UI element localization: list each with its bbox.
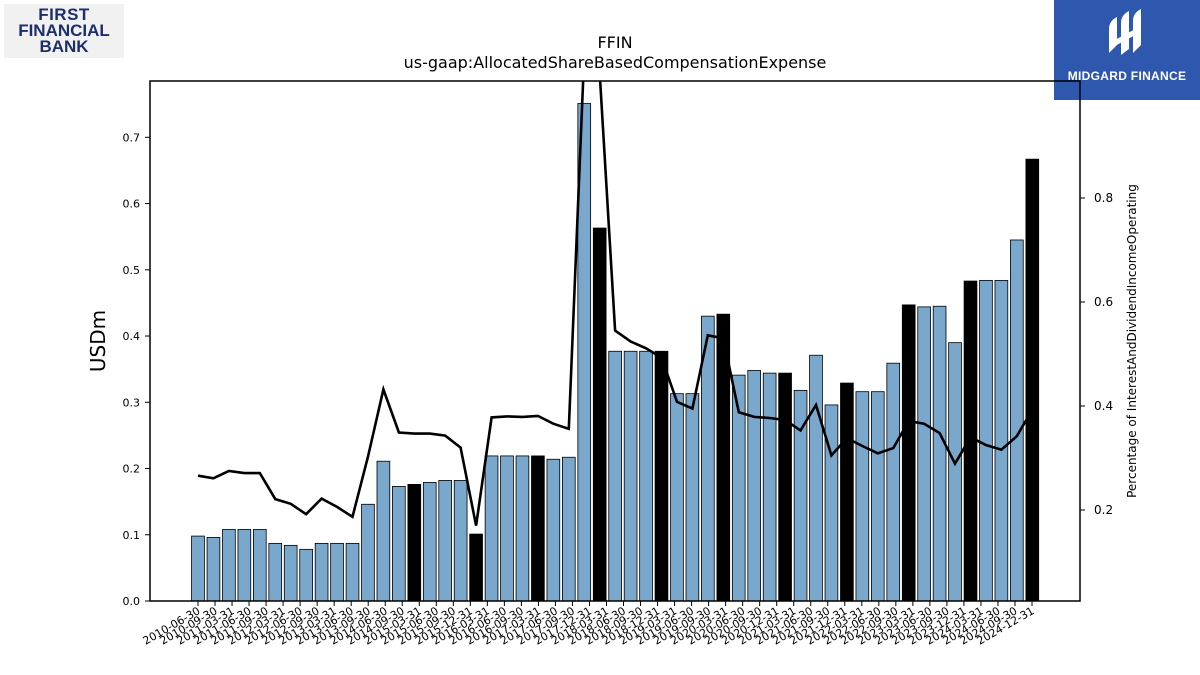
- bar-50: [963, 280, 978, 602]
- percentage-line: [197, 81, 1034, 526]
- y-tick-label-0: 0.0: [123, 595, 141, 608]
- bar-22: [531, 455, 545, 602]
- bar-4: [252, 529, 267, 602]
- bar-42: [840, 382, 854, 602]
- bar-16: [438, 480, 452, 602]
- bar-54: [1025, 158, 1040, 602]
- bar-37: [762, 372, 777, 602]
- bar-32: [685, 393, 700, 602]
- midgard-emblem-icon: [1109, 9, 1141, 55]
- bar-12: [376, 460, 391, 602]
- logo-right-text: MIDGARD FINANCE: [1067, 69, 1187, 83]
- y2-axis-label: Percentage of InterestAndDividendIncomeO…: [1125, 184, 1139, 498]
- y-tick-label-7: 0.7: [123, 131, 141, 144]
- bar-48: [932, 305, 947, 602]
- bar-26: [592, 227, 607, 602]
- bar-51: [979, 279, 993, 602]
- bar-14: [407, 484, 422, 602]
- bar-41: [824, 404, 839, 602]
- logo-left-line3: BANK: [39, 37, 89, 56]
- chart-subtitle: us-gaap:AllocatedShareBasedCompensationE…: [404, 53, 827, 72]
- bar-30: [654, 350, 669, 602]
- bar-18: [469, 533, 483, 602]
- y2-tick-label-2: 0.6: [1094, 295, 1113, 309]
- bar-5: [268, 542, 283, 602]
- bar-15: [422, 482, 437, 602]
- bar-53: [1010, 239, 1024, 602]
- y-tick-label-3: 0.3: [123, 396, 141, 409]
- bar-0: [191, 535, 205, 602]
- logo-left-line2: FINANCIAL: [18, 21, 110, 40]
- logo-left-line1: FIRST: [38, 5, 90, 24]
- bar-45: [886, 362, 901, 602]
- y2-tick-label-1: 0.4: [1094, 399, 1113, 413]
- bar-31: [670, 393, 684, 602]
- chart-title: FFIN: [597, 33, 632, 52]
- y-axis-label: USDm: [86, 310, 110, 372]
- bar-36: [747, 370, 761, 602]
- bar-29: [639, 350, 653, 602]
- bar-13: [392, 486, 406, 602]
- bar-17: [453, 480, 468, 602]
- bar-38: [778, 372, 792, 602]
- bar-47: [917, 306, 931, 602]
- bar-52: [994, 279, 1009, 602]
- bar-44: [871, 391, 885, 602]
- bar-9: [330, 542, 344, 602]
- y-tick-label-4: 0.4: [123, 330, 141, 343]
- bar-2: [222, 529, 236, 602]
- y-tick-label-6: 0.6: [123, 198, 141, 211]
- bar-27: [608, 350, 622, 602]
- bar-23: [546, 458, 561, 602]
- bar-20: [500, 455, 514, 602]
- bar-24: [562, 456, 576, 602]
- y-tick-label-2: 0.2: [123, 463, 141, 476]
- bar-46: [901, 304, 916, 602]
- bar-11: [361, 503, 375, 602]
- midgard-finance-logo: MIDGARD FINANCE: [1054, 0, 1200, 100]
- bar-10: [345, 542, 360, 602]
- y2-tick-label-3: 0.8: [1094, 191, 1113, 205]
- bar-43: [855, 391, 870, 602]
- y2-tick-label-0: 0.2: [1094, 503, 1113, 517]
- bar-21: [515, 455, 530, 602]
- y-tick-label-1: 0.1: [123, 529, 141, 542]
- bar-19: [484, 455, 499, 602]
- bar-3: [237, 529, 252, 602]
- plot-frame: [149, 80, 1081, 602]
- y-tick-label-5: 0.5: [123, 264, 141, 277]
- bar-28: [623, 350, 638, 602]
- bar-6: [283, 544, 298, 602]
- bar-7: [299, 548, 313, 602]
- bar-8: [314, 542, 329, 602]
- bar-1: [206, 537, 221, 602]
- first-financial-bank-logo: FIRST FINANCIAL BANK: [4, 4, 124, 58]
- bar-40: [809, 354, 823, 602]
- bar-49: [948, 342, 962, 602]
